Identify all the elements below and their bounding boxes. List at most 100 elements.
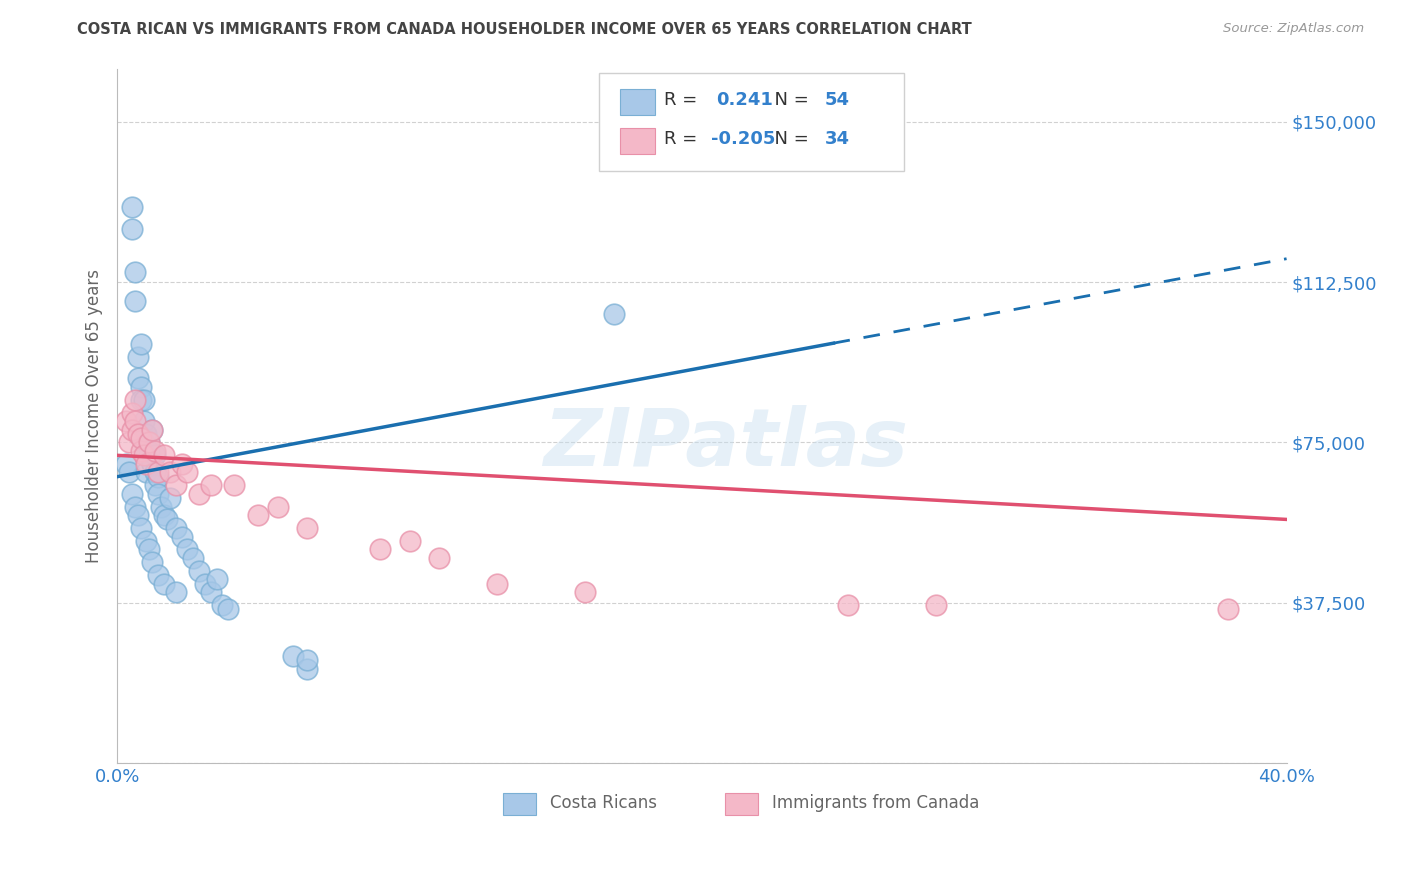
Point — [127, 426, 149, 441]
Point — [138, 435, 160, 450]
Point — [153, 508, 176, 523]
Text: -0.205: -0.205 — [711, 129, 776, 148]
Point — [138, 435, 160, 450]
Point — [297, 521, 319, 535]
Text: Immigrants from Canada: Immigrants from Canada — [772, 795, 980, 813]
Point — [603, 307, 626, 321]
Point — [200, 478, 222, 492]
Point — [115, 457, 138, 471]
Point — [143, 466, 166, 480]
Point — [153, 448, 176, 462]
Point — [368, 542, 391, 557]
Point — [143, 448, 166, 462]
Point — [141, 423, 163, 437]
Point — [135, 533, 157, 548]
Point — [297, 662, 319, 676]
Text: ZIPatlas: ZIPatlas — [543, 405, 908, 483]
Point — [281, 649, 304, 664]
Point — [124, 500, 146, 514]
Point — [181, 550, 204, 565]
Point — [132, 414, 155, 428]
Point — [138, 542, 160, 557]
Point — [224, 478, 246, 492]
Point — [127, 350, 149, 364]
Point — [135, 466, 157, 480]
FancyBboxPatch shape — [620, 128, 655, 154]
Text: R =: R = — [665, 91, 703, 109]
Point — [1216, 602, 1239, 616]
Point — [129, 337, 152, 351]
Text: 54: 54 — [825, 91, 849, 109]
Point — [170, 529, 193, 543]
Point — [115, 414, 138, 428]
Point — [165, 478, 187, 492]
Point — [217, 602, 239, 616]
Point — [118, 466, 141, 480]
Point — [170, 457, 193, 471]
Point — [135, 426, 157, 441]
Point — [124, 392, 146, 407]
Point — [121, 487, 143, 501]
Point — [925, 598, 948, 612]
Point — [176, 542, 198, 557]
FancyBboxPatch shape — [620, 88, 655, 115]
Point — [159, 466, 181, 480]
Point — [135, 448, 157, 462]
Text: COSTA RICAN VS IMMIGRANTS FROM CANADA HOUSEHOLDER INCOME OVER 65 YEARS CORRELATI: COSTA RICAN VS IMMIGRANTS FROM CANADA HO… — [77, 22, 972, 37]
Point — [398, 533, 420, 548]
Point — [427, 550, 450, 565]
Point — [129, 431, 152, 445]
Point — [574, 585, 596, 599]
Text: N =: N = — [762, 91, 814, 109]
Text: N =: N = — [762, 129, 814, 148]
Text: 34: 34 — [825, 129, 849, 148]
Y-axis label: Householder Income Over 65 years: Householder Income Over 65 years — [86, 268, 103, 563]
FancyBboxPatch shape — [503, 793, 536, 815]
Point — [127, 508, 149, 523]
Point — [188, 564, 211, 578]
Point — [121, 221, 143, 235]
Point — [132, 392, 155, 407]
Point — [486, 576, 509, 591]
Point — [143, 444, 166, 458]
Point — [121, 201, 143, 215]
Point — [146, 487, 169, 501]
Text: 0.241: 0.241 — [716, 91, 773, 109]
Point — [141, 457, 163, 471]
FancyBboxPatch shape — [599, 73, 904, 171]
Point — [146, 466, 169, 480]
Point — [146, 469, 169, 483]
FancyBboxPatch shape — [725, 793, 758, 815]
Text: Source: ZipAtlas.com: Source: ZipAtlas.com — [1223, 22, 1364, 36]
Point — [138, 444, 160, 458]
Point — [141, 555, 163, 569]
Point — [150, 500, 173, 514]
Point — [135, 457, 157, 471]
Point — [246, 508, 269, 523]
Point — [141, 423, 163, 437]
Point — [165, 521, 187, 535]
Point — [146, 568, 169, 582]
Point — [127, 371, 149, 385]
Point — [143, 478, 166, 492]
Point — [124, 294, 146, 309]
Point — [200, 585, 222, 599]
Text: Costa Ricans: Costa Ricans — [550, 795, 657, 813]
Point — [837, 598, 859, 612]
Point — [129, 380, 152, 394]
Point — [129, 521, 152, 535]
Point — [165, 585, 187, 599]
Point — [153, 576, 176, 591]
Point — [156, 512, 179, 526]
Point — [121, 406, 143, 420]
Point — [297, 653, 319, 667]
Point — [176, 466, 198, 480]
Point — [124, 414, 146, 428]
Point — [129, 444, 152, 458]
Point — [188, 487, 211, 501]
Point — [124, 264, 146, 278]
Text: R =: R = — [665, 129, 703, 148]
Point — [129, 392, 152, 407]
Point — [118, 435, 141, 450]
Point — [132, 448, 155, 462]
